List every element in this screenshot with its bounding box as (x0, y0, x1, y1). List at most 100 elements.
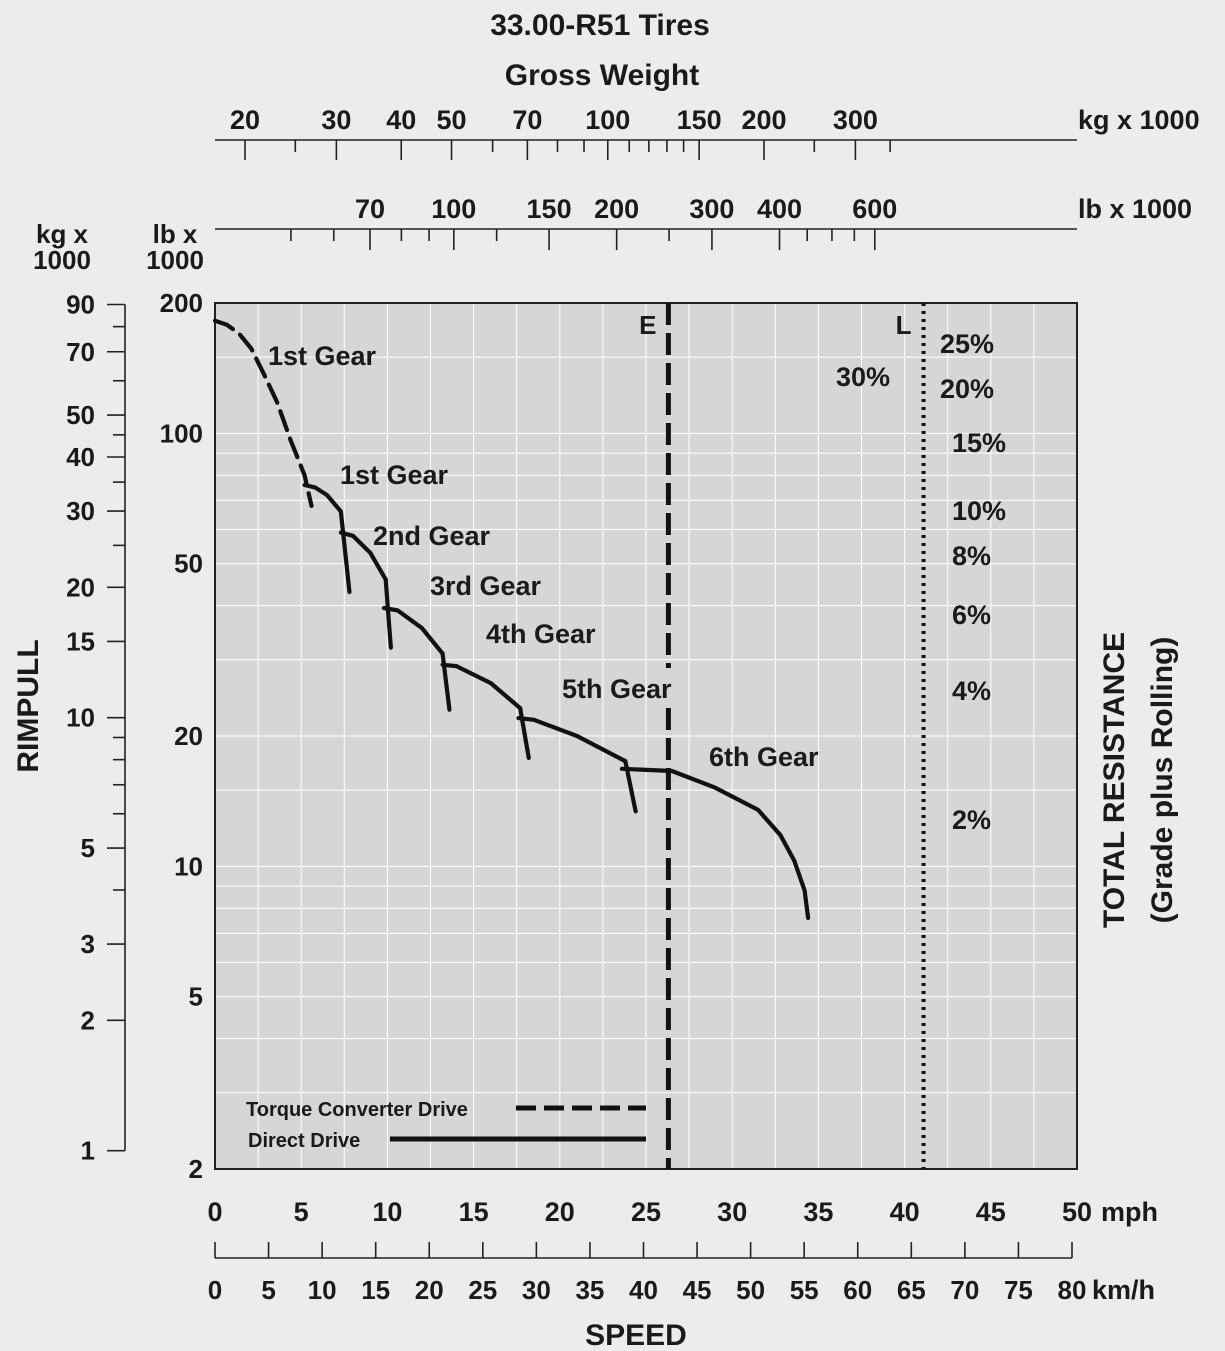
gear-curve (302, 482, 343, 514)
gear-label: 1st Gear (340, 460, 449, 490)
kmh-tick-label: 55 (790, 1275, 819, 1305)
grade-label: 10% (952, 496, 1006, 526)
kmh-tick-label: 70 (950, 1275, 979, 1305)
gw-lb-tick-label: 400 (757, 194, 802, 224)
gear-label: 1st Gear (268, 341, 377, 371)
kmh-tick-label: 35 (575, 1275, 604, 1305)
kg-axis-header-2: 1000 (33, 245, 91, 275)
gw-kg-tick-label: 300 (833, 105, 878, 135)
gw-kg-tick-label: 70 (512, 105, 542, 135)
grade-label: 2% (952, 805, 991, 835)
kmh-tick-label: 30 (522, 1275, 551, 1305)
x-axis-label: SPEED (585, 1319, 687, 1351)
gw-lb-tick-label: 70 (355, 194, 385, 224)
grade-label: 15% (952, 428, 1006, 458)
y-axis-label: RIMPULL (12, 639, 45, 772)
kmh-tick-label: 10 (308, 1275, 337, 1305)
mph-tick-label: 45 (976, 1197, 1006, 1227)
mph-tick-label: 30 (717, 1197, 747, 1227)
gear-curve (381, 605, 445, 656)
gear-curve (338, 530, 388, 582)
kmh-unit-label: km/h (1092, 1275, 1155, 1305)
kmh-tick-label: 75 (1004, 1275, 1033, 1305)
kg-axis-tick-label: 70 (66, 337, 95, 367)
grade-label: 25% (940, 329, 994, 359)
gw-lb-tick-label: 150 (527, 194, 572, 224)
kg-axis-tick-label: 15 (66, 626, 95, 656)
kmh-tick-label: 65 (897, 1275, 926, 1305)
kmh-tick-label: 45 (683, 1275, 712, 1305)
gw-kg-tick-label: 100 (585, 105, 630, 135)
grid (216, 304, 1076, 1168)
grade-label: 30% (836, 362, 890, 392)
grade-label: 8% (952, 541, 991, 571)
chart-title: 33.00-R51 Tires (490, 9, 710, 42)
gear-drop-line (518, 705, 531, 761)
mph-tick-label: 40 (890, 1197, 920, 1227)
gw-kg-tick-label: 50 (437, 105, 467, 135)
legend: Torque Converter Drive Direct Drive (246, 1099, 646, 1152)
gw-kg-tick-label: 150 (677, 105, 722, 135)
gear-drop-line (623, 759, 638, 814)
speed-kmh-axis: 0 5 10 15 20 25 30 35 40 45 50 55 60 65 70 75 80 (208, 1242, 1087, 1305)
mph-unit-label: mph (1101, 1197, 1158, 1227)
gw-lb-unit-label: lb x 1000 (1078, 194, 1192, 224)
gw-kg-tick-label: 200 (741, 105, 786, 135)
gear-label: 5th Gear (562, 674, 672, 704)
lb-axis-tick-label: 100 (160, 418, 203, 448)
kmh-tick-label: 60 (843, 1275, 872, 1305)
mph-tick-label: 15 (459, 1197, 489, 1227)
gear-label: 6th Gear (709, 742, 819, 772)
lb-axis-tick-label: 5 (189, 982, 203, 1012)
kg-axis-tick-label: 5 (81, 833, 95, 863)
gw-kg-tick-label: 40 (386, 105, 416, 135)
gw-lb-tick-label: 100 (431, 194, 476, 224)
kmh-tick-label: 80 (1058, 1275, 1087, 1305)
mph-tick-label: 0 (207, 1197, 222, 1227)
lb-axis-tick-label: 2 (189, 1154, 203, 1184)
legend-label-torque: Torque Converter Drive (246, 1099, 468, 1121)
gear-drop-line (440, 651, 452, 712)
gear-curve (212, 318, 314, 508)
mph-tick-label: 50 (1062, 1197, 1092, 1227)
kg-axis-tick-label: 50 (66, 400, 95, 430)
chart-subtitle: Gross Weight (505, 59, 699, 92)
kg-axis-tick-label: 10 (66, 703, 95, 733)
kg-axis-tick-label: 20 (66, 572, 95, 602)
kmh-tick-label: 50 (736, 1275, 765, 1305)
gear-label: 3rd Gear (430, 571, 542, 601)
grade-label: 4% (952, 676, 991, 706)
speed-marker-label: E (639, 310, 656, 340)
gross-weight-lb-axis: 70 100 150 200 300 400 600 lb x 1000 (215, 194, 1192, 250)
gw-kg-tick-label: 30 (321, 105, 351, 135)
kg-axis-tick-label: 90 (66, 289, 95, 319)
kmh-tick-label: 0 (208, 1275, 222, 1305)
mph-tick-label: 35 (803, 1197, 833, 1227)
y2-axis-sublabel: (Grade plus Rolling) (1146, 637, 1179, 924)
kmh-tick-label: 5 (261, 1275, 275, 1305)
gear-label: 2nd Gear (373, 521, 491, 551)
gear-labels: 1st Gear 1st Gear 2nd Gear 3rd Gear 4th Gear… (268, 341, 819, 772)
lb-axis-tick-label: 20 (174, 721, 203, 751)
lb-axis-tick-label: 50 (174, 549, 203, 579)
gw-lb-tick-label: 600 (852, 194, 897, 224)
gear-drop-line (383, 577, 393, 650)
mph-tick-label: 5 (294, 1197, 309, 1227)
mph-tick-label: 10 (372, 1197, 402, 1227)
gear-curve (516, 716, 628, 764)
speed-marker-label: L (896, 310, 912, 340)
gear-curve (619, 766, 811, 921)
kg-axis-header-1: kg x (36, 219, 89, 249)
rimpull-lb-axis: 2 5 10 20 50 100 200 (160, 288, 203, 1184)
y2-axis-label: TOTAL RESISTANCE (1098, 632, 1131, 928)
mph-tick-label: 20 (545, 1197, 575, 1227)
mph-tick-label: 25 (631, 1197, 661, 1227)
lb-axis-header-2: 1000 (146, 245, 204, 275)
gear-curve (440, 662, 523, 711)
gear-curves (212, 318, 811, 921)
kg-axis-tick-label: 3 (81, 929, 95, 959)
gw-kg-tick-label: 20 (230, 105, 260, 135)
kg-axis-tick-label: 40 (66, 442, 95, 472)
kmh-tick-label: 15 (361, 1275, 390, 1305)
